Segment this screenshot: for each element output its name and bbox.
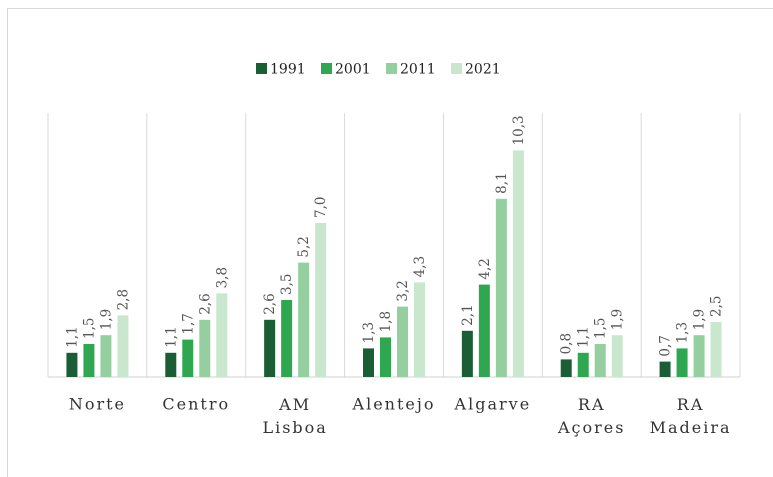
legend-label: 2001: [335, 62, 371, 78]
bar: [216, 293, 228, 377]
data-label: 1,3: [675, 322, 691, 343]
x-tick-label: Alentejo: [352, 395, 436, 414]
data-label: 3,8: [214, 267, 230, 288]
bar: [83, 344, 95, 377]
legend-label: 2011: [400, 62, 436, 78]
bar: [117, 315, 129, 377]
x-tick-label: RA Madeira: [650, 395, 732, 437]
bar: [577, 352, 589, 377]
legend-swatch: [386, 63, 397, 74]
bar: [281, 300, 293, 377]
data-label: 2,5: [709, 296, 725, 317]
data-label: 3,2: [395, 280, 411, 301]
bar: [182, 339, 194, 377]
data-label: 2,1: [460, 304, 476, 325]
data-label: 0,7: [658, 335, 674, 356]
bar: [461, 330, 473, 377]
bar: [298, 262, 310, 377]
x-tick-label: Centro: [162, 395, 230, 414]
data-label: 1,1: [576, 326, 592, 347]
data-label: 1,7: [180, 313, 196, 334]
data-label: 4,3: [412, 256, 428, 277]
legend-label: 2021: [465, 62, 501, 78]
bar: [380, 337, 391, 377]
data-label: 1,5: [593, 318, 609, 339]
data-label: 1,1: [163, 326, 179, 347]
bar: [165, 352, 177, 377]
bar: [199, 319, 211, 377]
data-label: 3,5: [279, 274, 295, 295]
bar: [676, 348, 688, 377]
legend-swatch: [321, 63, 332, 74]
data-label: 1,9: [692, 309, 708, 330]
bar: [560, 359, 572, 377]
data-label: 4,2: [477, 258, 493, 279]
x-tick-label: RA Açores: [557, 395, 625, 437]
data-label: 1,5: [81, 318, 97, 339]
bar: [397, 306, 408, 377]
bar: [611, 335, 623, 377]
bar: [594, 344, 606, 377]
bar: [414, 282, 425, 377]
bar: [710, 322, 722, 377]
legend-swatch: [451, 63, 462, 74]
bar: [363, 348, 374, 377]
data-label: 10,3: [511, 115, 527, 145]
data-label: 1,9: [610, 309, 626, 330]
chart-frame: [7, 8, 773, 477]
bar: [512, 150, 524, 377]
data-label: 1,1: [64, 326, 80, 347]
data-label: 0,8: [559, 333, 575, 354]
x-tick-label: Algarve: [454, 395, 532, 414]
data-label: 5,2: [296, 236, 312, 257]
x-tick-label: AM Lisboa: [262, 395, 327, 437]
data-label: 1,3: [361, 322, 377, 343]
data-label: 2,6: [262, 293, 278, 314]
bar: [66, 352, 78, 377]
data-label: 1,9: [98, 309, 114, 330]
x-tick-label: Norte: [69, 395, 126, 414]
data-label: 2,6: [197, 293, 213, 314]
data-label: 2,8: [115, 289, 131, 310]
legend-swatch: [256, 63, 267, 74]
bar: [693, 335, 705, 377]
bar: [659, 361, 671, 377]
bar: [495, 198, 507, 377]
data-label: 8,1: [494, 172, 510, 193]
bar: [315, 223, 327, 377]
bar: [100, 335, 112, 377]
legend-label: 1991: [270, 62, 306, 78]
bar: [264, 319, 276, 377]
data-label: 1,8: [378, 311, 394, 332]
bar: [478, 284, 490, 377]
data-label: 7,0: [313, 197, 329, 218]
